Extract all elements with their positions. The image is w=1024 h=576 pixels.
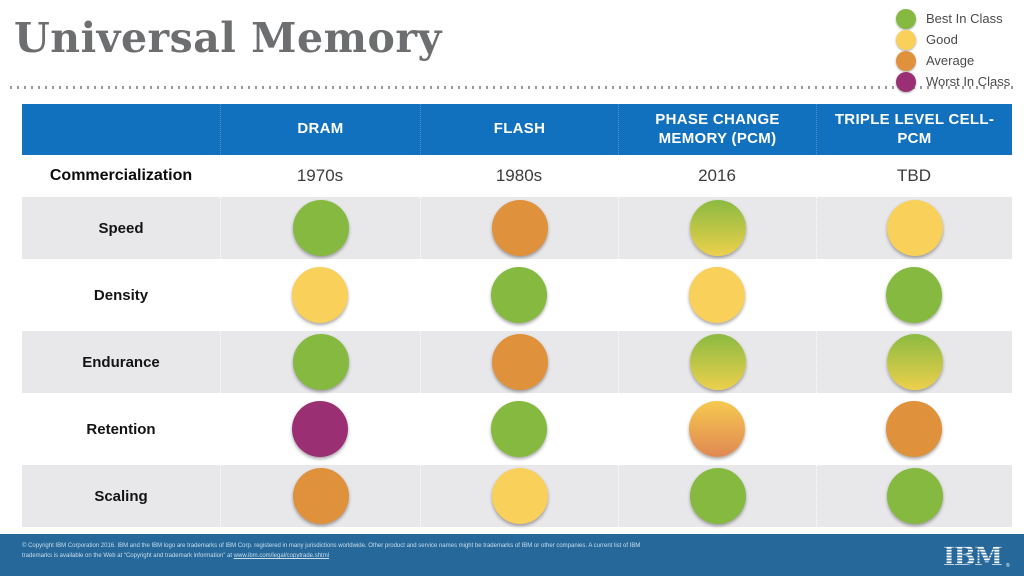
cell-scaling-tlc-pcm bbox=[816, 465, 1012, 527]
rating-circle-best-good bbox=[689, 334, 746, 390]
cell-scaling-flash bbox=[420, 465, 618, 527]
cell-density-dram bbox=[220, 264, 420, 326]
legend-dot-best bbox=[896, 8, 916, 29]
cell-commercialization-tlc-pcm: TBD bbox=[816, 155, 1012, 197]
rating-circle-good bbox=[886, 200, 943, 256]
rating-circle-average bbox=[491, 334, 548, 390]
copyright-text: © Copyright IBM Corporation 2016. IBM an… bbox=[22, 541, 662, 561]
row-label-scaling: Scaling bbox=[94, 487, 148, 505]
row-retention: Retention bbox=[22, 398, 1012, 460]
svg-text:®: ® bbox=[1006, 562, 1010, 568]
comparison-table: DRAM FLASH PHASE CHANGE MEMORY (PCM) TRI… bbox=[22, 104, 1012, 532]
cell-retention-tlc-pcm bbox=[816, 398, 1012, 460]
row-label-density: Density bbox=[93, 286, 149, 304]
legend-label-worst: Worst In Class bbox=[926, 74, 1011, 89]
rating-circle-best bbox=[491, 267, 547, 323]
cell-density-pcm bbox=[618, 264, 816, 326]
rating-circle-average bbox=[491, 200, 548, 256]
cell-speed-dram bbox=[220, 197, 420, 259]
cell-speed-flash bbox=[420, 197, 618, 259]
rating-circle-best bbox=[292, 334, 349, 390]
legend-label-best: Best In Class bbox=[926, 11, 1003, 26]
legend-item-best: Best In Class bbox=[896, 8, 1010, 29]
header-pcm: PHASE CHANGE MEMORY (PCM) bbox=[618, 104, 816, 155]
rating-circle-best bbox=[886, 468, 943, 524]
cell-endurance-pcm bbox=[618, 331, 816, 393]
row-label-commercialization: Commercialization bbox=[49, 167, 193, 184]
cell-density-flash bbox=[420, 264, 618, 326]
header-dram: DRAM bbox=[220, 104, 420, 155]
rating-circle-good bbox=[491, 468, 548, 524]
legend-item-average: Average bbox=[896, 50, 1010, 71]
legend-dot-worst bbox=[896, 71, 916, 92]
legend-dot-good bbox=[896, 29, 916, 50]
page-title: Universal Memory bbox=[14, 14, 442, 62]
row-speed: Speed bbox=[22, 197, 1012, 259]
rating-circle-best-good bbox=[886, 334, 943, 390]
cell-speed-pcm bbox=[618, 197, 816, 259]
rating-circle-best bbox=[491, 401, 547, 457]
row-endurance: Endurance bbox=[22, 331, 1012, 393]
cell-commercialization-dram: 1970s bbox=[220, 155, 420, 197]
copyright-body: © Copyright IBM Corporation 2016. IBM an… bbox=[22, 543, 641, 560]
legend-label-average: Average bbox=[926, 53, 975, 68]
text-value-tlc-pcm: TBD bbox=[897, 166, 931, 185]
rating-circle-good bbox=[292, 267, 348, 323]
header-flash: FLASH bbox=[420, 104, 618, 155]
cell-scaling-dram bbox=[220, 465, 420, 527]
cell-density-tlc-pcm bbox=[816, 264, 1012, 326]
cell-scaling-pcm bbox=[618, 465, 816, 527]
text-value-pcm: 2016 bbox=[698, 166, 736, 185]
cell-endurance-tlc-pcm bbox=[816, 331, 1012, 393]
legend-dot-average bbox=[896, 50, 916, 71]
cell-retention-pcm bbox=[618, 398, 816, 460]
cell-endurance-dram bbox=[220, 331, 420, 393]
cell-retention-dram bbox=[220, 398, 420, 460]
row-commercialization: Commercialization 1970s 1980s 2016 TBD bbox=[22, 155, 1012, 197]
svg-text:IBM: IBM bbox=[943, 542, 1002, 568]
row-label-speed: Speed bbox=[98, 219, 144, 237]
row-label-retention: Retention bbox=[86, 420, 156, 438]
text-value-flash: 1980s bbox=[495, 166, 543, 185]
cell-commercialization-flash: 1980s bbox=[420, 155, 618, 197]
copyright-link[interactable]: www.ibm.com/legal/copytrade.shtml bbox=[233, 553, 330, 560]
ibm-logo: IBM ® bbox=[942, 542, 1012, 573]
table-body: Commercialization 1970s 1980s 2016 TBD Speed D… bbox=[22, 155, 1012, 527]
rating-circle-good-average bbox=[689, 401, 745, 457]
rating-circle-best-good bbox=[689, 200, 746, 256]
rating-circle-average bbox=[886, 401, 942, 457]
rating-circle-best bbox=[689, 468, 746, 524]
table-header-row: DRAM FLASH PHASE CHANGE MEMORY (PCM) TRI… bbox=[22, 104, 1012, 155]
rating-circle-best bbox=[292, 200, 349, 256]
rating-circle-good bbox=[689, 267, 745, 323]
row-density: Density bbox=[22, 264, 1012, 326]
header-empty-cell bbox=[22, 104, 220, 155]
legend: Best In Class Good Average Worst In Class bbox=[896, 8, 1010, 92]
rating-circle-worst bbox=[292, 401, 348, 457]
legend-item-worst: Worst In Class bbox=[896, 71, 1010, 92]
cell-commercialization-pcm: 2016 bbox=[618, 155, 816, 197]
header-tlc-pcm: TRIPLE LEVEL CELL-PCM bbox=[816, 104, 1012, 155]
footer: © Copyright IBM Corporation 2016. IBM an… bbox=[0, 534, 1024, 576]
dotted-divider bbox=[10, 86, 1014, 89]
cell-speed-tlc-pcm bbox=[816, 197, 1012, 259]
legend-item-good: Good bbox=[896, 29, 1010, 50]
text-value-dram: 1970s bbox=[296, 166, 344, 185]
cell-retention-flash bbox=[420, 398, 618, 460]
legend-label-good: Good bbox=[926, 32, 958, 47]
cell-endurance-flash bbox=[420, 331, 618, 393]
row-label-endurance: Endurance bbox=[82, 353, 160, 371]
rating-circle-average bbox=[292, 468, 349, 524]
row-scaling: Scaling bbox=[22, 465, 1012, 527]
rating-circle-best bbox=[886, 267, 942, 323]
